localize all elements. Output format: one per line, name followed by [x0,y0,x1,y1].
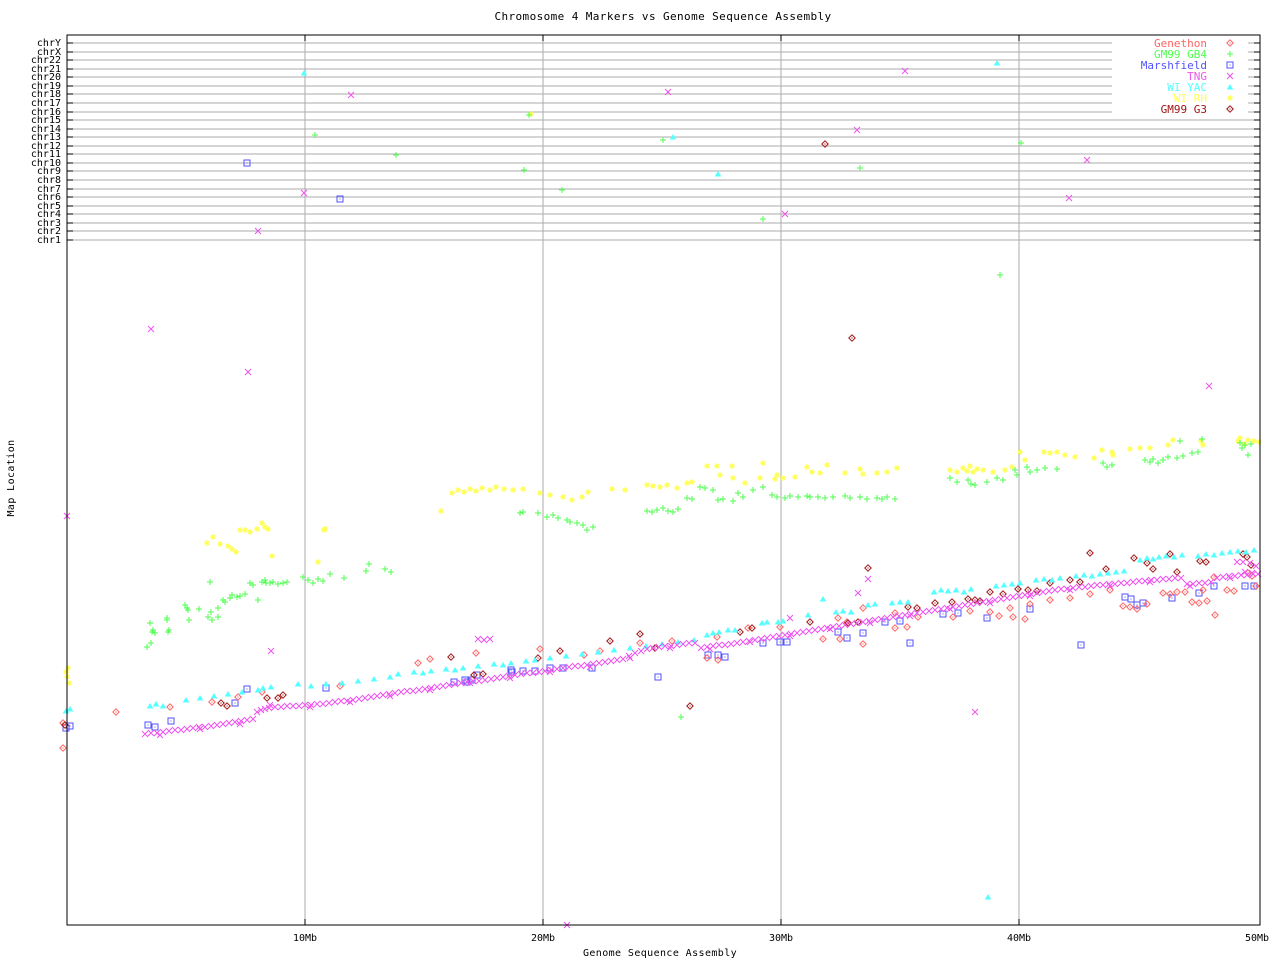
x-axis-title: Genome Sequence Assembly [583,948,737,959]
chr-row-label: chr5 [37,201,61,212]
legend-item-marshfield: Marshfield [1141,59,1234,72]
legend-item-label: WI RH [1174,92,1207,105]
legend-item-label: GM99 G3 [1161,103,1207,116]
chart-title: Chromosome 4 Markers vs Genome Sequence … [494,10,831,23]
data-points-layer [59,60,1262,929]
series-wi_yac [62,60,1258,900]
x-tick-label: 30Mb [769,933,793,944]
chr-row-label: chrY [37,38,61,49]
axis-frame [66,34,1261,926]
plot-border [66,34,1261,926]
x-tick-label: 40Mb [1007,933,1031,944]
chr-row-label: chr1 [37,235,61,246]
series-tng [63,67,1262,929]
x-tick-label: 10Mb [293,933,317,944]
chr-row-label: chr6 [37,192,61,203]
legend-item-gm99_g3: GM99 G3 [1161,103,1234,116]
legend-item-wi_yac: WI YAC [1167,81,1234,94]
chr-row-label: chr7 [37,184,61,195]
chr-row-label: chr11 [31,149,61,160]
chr-row-label: chr12 [31,141,61,152]
legend-item-tng: TNG [1187,70,1234,83]
legend-item-label: Genethon [1154,37,1207,50]
legend-item-label: Marshfield [1141,59,1207,72]
chr-row-label: chr3 [37,218,61,229]
chr-row-label: chr9 [37,166,61,177]
chr-row-label: chr19 [31,81,61,92]
chr-row-label: chr15 [31,115,61,126]
chr-row-label: chr4 [37,209,61,220]
chr-row-label: chr18 [31,89,61,100]
legend-item-wi_rh: WI RH [1174,92,1233,105]
legend-item-gm99_gb4: GM99 GB4 [1154,48,1233,61]
chr-row-label: chr8 [37,175,61,186]
series-marshfield [62,159,1258,732]
chr-row-label: chr17 [31,98,61,109]
legend-item-label: WI YAC [1167,81,1207,94]
legend-item-genethon: Genethon [1154,37,1234,50]
y-axis-title: Map Location [6,439,17,516]
legend-item-label: GM99 GB4 [1154,48,1207,61]
chr-row-label: chr22 [31,55,61,66]
chr-row-label: chr14 [31,124,61,135]
grid-lines [67,35,1260,925]
chr-row-label: chr20 [31,72,61,83]
chr-row-label: chr16 [31,107,61,118]
legend-item-label: TNG [1187,70,1207,83]
chr-row-label: chrX [37,47,61,58]
chr-row-label: chr2 [37,226,61,237]
series-gm99_gb4 [144,112,1254,720]
x-tick-label: 20Mb [531,933,555,944]
chr-row-label: chr10 [31,158,61,169]
axis-labels: chrYchrXchr22chr21chr20chr19chr18chr17ch… [31,38,1269,944]
series-gm99_g3 [61,140,1255,729]
chr-row-label: chr21 [31,64,61,75]
x-tick-label: 50Mb [1245,933,1269,944]
legend-background [1112,37,1248,115]
chr-row-label: chr13 [31,132,61,143]
